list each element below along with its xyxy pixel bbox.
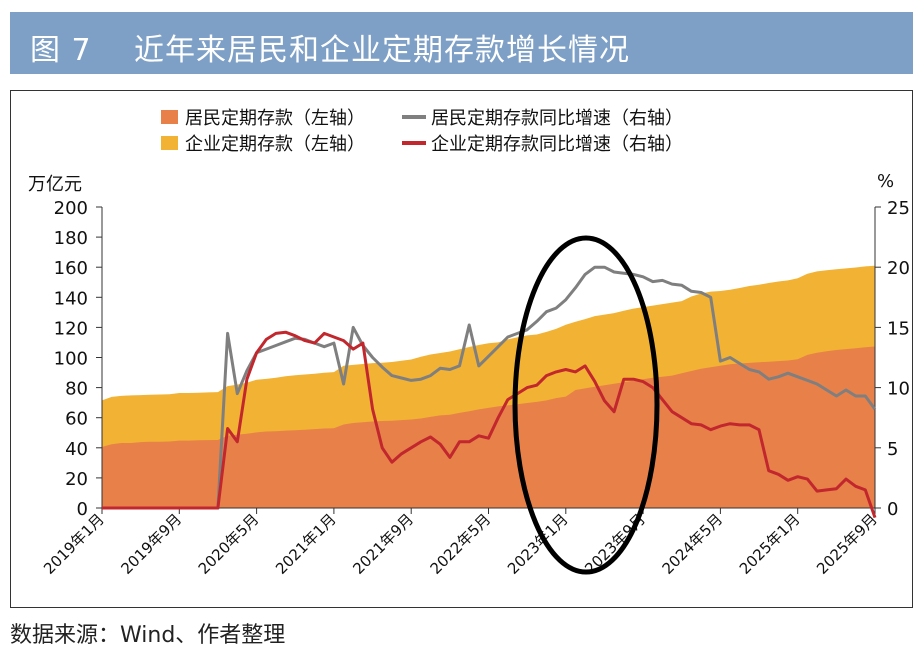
legend-label-corporate_growth: 企业定期存款同比增速（右轴） (431, 134, 683, 155)
chart-frame: 0 20 40 60 80 100 120 140 160 180 200 万亿元 0 5 10 15 20 25… (10, 90, 913, 608)
household-growth-line (102, 265, 877, 510)
right-axis-tick-label: 20 (887, 258, 910, 279)
left-axis-tick-label: 60 (65, 409, 88, 430)
figure-number: 图 7 (30, 33, 92, 68)
x-axis-tick-label: 2020年5月 (195, 510, 263, 578)
legend-label-household_deposit: 居民定期存款（左轴） (185, 108, 365, 129)
legend-label-household_growth: 居民定期存款同比增速（右轴） (431, 108, 683, 129)
figure-title: 近年来居民和企业定期存款增长情况 (134, 33, 630, 68)
left-axis-tick-label: 120 (54, 318, 88, 339)
x-axis-tick-label: 2023年1月 (504, 510, 572, 578)
x-axis-tick-label: 2019年1月 (40, 510, 108, 578)
legend-swatch-corporate_deposit (161, 136, 178, 150)
household-deposit-area (102, 346, 875, 508)
left-axis-tick-label: 200 (54, 198, 88, 219)
corporate-growth-line (102, 330, 877, 519)
left-axis-tick-label: 180 (54, 228, 88, 249)
left-axis-tick-label: 80 (65, 379, 88, 400)
left-axis-tick-label: 100 (54, 349, 88, 370)
x-axis-tick-label: 2022年5月 (427, 510, 495, 578)
right-axis-tick-label: 5 (887, 439, 898, 460)
right-axis-tick-label: 15 (887, 318, 910, 339)
left-axis-tick-label: 140 (54, 288, 88, 309)
x-axis-tick-label: 2025年1月 (736, 510, 804, 578)
figure-title-bar: 图 7 近年来居民和企业定期存款增长情况 (10, 12, 913, 74)
x-axis-tick-label: 2021年9月 (349, 510, 417, 578)
left-axis-tick-label: 0 (77, 499, 88, 520)
left-axis-unit: 万亿元 (28, 174, 82, 195)
data-source: 数据来源：Wind、作者整理 (10, 623, 286, 648)
legend-label-corporate_deposit: 企业定期存款（左轴） (185, 134, 365, 155)
x-axis-tick-label: 2025年9月 (813, 510, 881, 578)
right-axis-tick-label: 25 (887, 198, 910, 219)
x-axis-tick-label: 2021年1月 (272, 510, 340, 578)
left-axis-tick-label: 160 (54, 258, 88, 279)
left-axis-tick-label: 40 (65, 439, 88, 460)
right-axis-unit: % (877, 171, 894, 192)
left-axis-tick-label: 20 (65, 469, 88, 490)
x-axis-tick-label: 2019年9月 (117, 510, 185, 578)
legend-swatch-household_deposit (161, 110, 178, 124)
right-axis-tick-label: 0 (887, 499, 898, 520)
x-axis-tick-label: 2024年5月 (659, 510, 727, 578)
right-axis-tick-label: 10 (887, 379, 910, 400)
highlight-ellipse (512, 235, 660, 575)
deposit-chart: 020406080100120140160180200万亿元0510152025… (28, 108, 910, 578)
